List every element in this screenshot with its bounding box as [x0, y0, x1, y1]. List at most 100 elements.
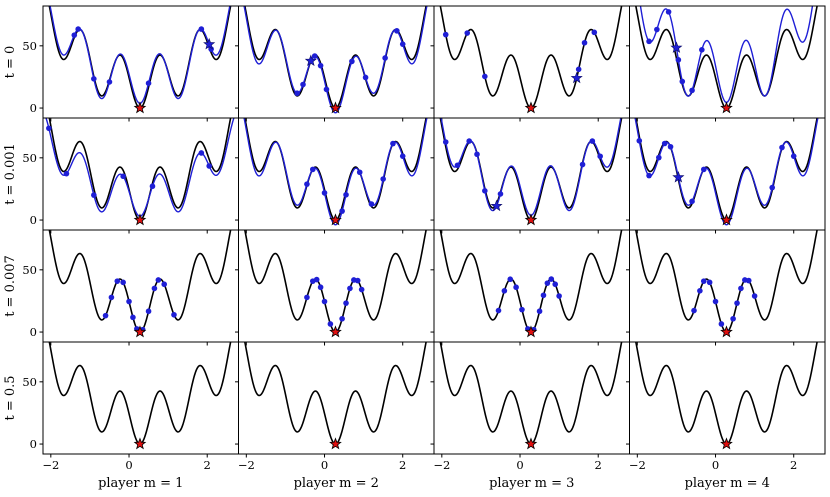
sample-point — [347, 285, 353, 292]
surrogate-line — [49, 6, 231, 105]
global-minimum-star — [329, 213, 342, 226]
sample-point — [519, 306, 525, 313]
sample-point — [63, 170, 70, 177]
sample-point — [394, 28, 400, 34]
y-tick-label: 50 — [22, 375, 37, 389]
sample-point — [464, 30, 471, 36]
panel-frame — [629, 117, 826, 231]
sample-point — [354, 277, 361, 284]
sample-point — [300, 81, 306, 88]
sample-point — [206, 163, 212, 169]
sample-point — [198, 150, 205, 156]
sample-point — [497, 191, 504, 197]
global-minimum-star — [133, 101, 147, 114]
panel-1-3 — [634, 118, 819, 226]
panel-2-0 — [48, 230, 232, 338]
sample-point — [697, 288, 703, 294]
sample-point — [120, 173, 126, 180]
panel-0-0 — [48, 6, 232, 114]
true-function-line — [635, 6, 818, 109]
sample-point — [548, 276, 555, 282]
sample-point — [734, 300, 740, 306]
sample-point — [779, 144, 785, 151]
sample-point — [579, 161, 586, 168]
panel-frame — [629, 229, 826, 343]
sample-point — [356, 169, 363, 176]
global-minimum-star — [720, 213, 733, 226]
panel-1-0 — [45, 118, 235, 226]
sample-point — [382, 55, 388, 61]
surrogate-line — [243, 6, 428, 114]
sample-point — [114, 278, 121, 284]
global-minimum-star — [524, 213, 538, 226]
sample-point — [654, 26, 660, 33]
row-label: t = 0.007 — [3, 255, 18, 317]
panel-3-0 — [48, 342, 232, 450]
surrogate-line — [634, 118, 819, 226]
panel-frame — [433, 117, 630, 231]
global-minimum-star — [329, 437, 342, 450]
sample-point — [474, 151, 480, 158]
sample-point — [390, 140, 396, 147]
true-function-line — [439, 6, 623, 109]
row-label: t = 0.001 — [3, 143, 18, 205]
sample-point — [145, 80, 152, 87]
sample-point — [349, 58, 355, 65]
y-tick-label: 0 — [30, 101, 37, 115]
column-label: player m = 1 — [98, 476, 183, 491]
sample-point — [466, 138, 472, 144]
player-best-star — [670, 41, 683, 53]
column-label: player m = 3 — [489, 476, 574, 491]
sample-point — [556, 293, 562, 299]
panel-frame — [433, 5, 630, 119]
sample-point — [327, 321, 334, 327]
sample-point — [309, 166, 316, 173]
sample-point — [730, 315, 736, 322]
y-tick-label: 0 — [30, 213, 37, 227]
sample-point — [317, 284, 324, 291]
sample-point — [536, 308, 543, 315]
sample-point — [581, 39, 588, 46]
global-minimum-star — [133, 325, 147, 338]
sample-point — [454, 162, 461, 169]
global-minimum-star — [720, 101, 733, 114]
true-function-line — [244, 6, 427, 109]
sample-point — [108, 294, 115, 301]
y-tick-label: 0 — [30, 325, 37, 339]
sample-point — [120, 279, 126, 286]
sample-point — [321, 190, 328, 196]
sample-point — [161, 281, 168, 288]
sample-point — [311, 53, 318, 59]
sample-point — [544, 280, 551, 286]
sample-point — [661, 140, 668, 147]
player-best-star — [203, 37, 216, 50]
sample-point — [339, 315, 345, 322]
sample-point — [712, 298, 719, 305]
sample-point — [706, 279, 713, 286]
sample-point — [155, 277, 162, 283]
sample-point — [636, 137, 643, 144]
sample-point — [646, 172, 652, 179]
sample-point — [718, 321, 725, 327]
panel-frame — [238, 5, 435, 119]
sample-point — [575, 66, 582, 73]
sample-point — [691, 307, 697, 314]
x-tick-label: 0 — [516, 458, 523, 472]
x-tick-label: 0 — [712, 458, 719, 472]
surrogate-line — [45, 118, 235, 217]
row-label: t = 0 — [3, 46, 18, 79]
sample-point — [513, 284, 519, 291]
panel-frame — [42, 5, 239, 119]
global-minimum-star — [329, 325, 342, 338]
sample-point — [126, 298, 132, 305]
y-tick-label: 50 — [22, 263, 37, 277]
x-tick-label: −2 — [433, 458, 450, 472]
panel-3-2 — [439, 342, 623, 450]
true-function-line — [48, 6, 232, 109]
y-tick-label: 50 — [22, 39, 37, 53]
x-tick-label: 2 — [399, 458, 406, 472]
x-tick-label: −2 — [629, 458, 646, 472]
sample-point — [130, 314, 136, 321]
panel-3-1 — [244, 342, 427, 450]
global-minimum-star — [133, 213, 147, 226]
